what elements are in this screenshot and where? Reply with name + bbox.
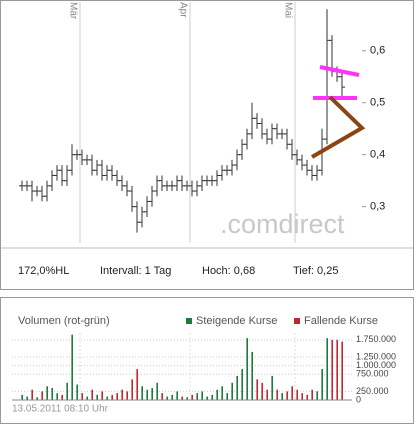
- volume-bar: [86, 396, 88, 400]
- volume-bar: [206, 396, 208, 400]
- volume-bar: [56, 393, 58, 400]
- y-tick-label: 750.000: [356, 369, 389, 379]
- volume-bar: [241, 369, 243, 400]
- volume-bar: [276, 389, 278, 400]
- annotation-line: [319, 65, 360, 77]
- y-tick-label: 0: [356, 394, 361, 404]
- y-tick-label: 250.000: [356, 386, 389, 396]
- volume-bar: [246, 338, 248, 400]
- y-tick-label: 1.750.000: [356, 334, 396, 344]
- x-tick-label: Mai: [282, 2, 293, 18]
- volume-bar: [81, 393, 83, 400]
- volume-bar: [296, 389, 298, 400]
- volume-bar: [111, 394, 113, 400]
- volume-bar: [66, 382, 68, 400]
- volume-bar: [146, 389, 148, 400]
- volume-bar: [161, 393, 163, 400]
- volume-bar: [221, 386, 223, 400]
- volume-bar: [46, 386, 48, 400]
- annotation-zigzag: [310, 95, 366, 159]
- volume-bar: [26, 396, 28, 400]
- y-tick-label: 0,6: [370, 45, 385, 57]
- volume-bar: [301, 393, 303, 400]
- volume-bar: [186, 397, 188, 400]
- volume-bar: [171, 394, 173, 400]
- y-tick-label: 1.000.000: [356, 360, 396, 370]
- volume-bar: [41, 391, 43, 400]
- volume-bar: [286, 391, 288, 400]
- annotations: [310, 65, 366, 159]
- volume-bar: [231, 382, 233, 400]
- legend-label: Steigende Kurse: [196, 315, 277, 327]
- volume-bar: [281, 393, 283, 400]
- volume-bar: [136, 369, 138, 400]
- volume-bar: [271, 375, 273, 400]
- info-interval: Intervall: 1 Tag: [100, 265, 171, 277]
- x-tick-label: Apr: [177, 2, 188, 18]
- y-tick-label: 0,5: [370, 97, 385, 109]
- volume-bar: [91, 389, 93, 400]
- volume-bar: [126, 391, 128, 400]
- volume-bar: [266, 389, 268, 400]
- y-tick-label: 1.250.000: [356, 351, 396, 361]
- volume-bar: [116, 393, 118, 400]
- volume-title: Volumen (rot-grün): [18, 315, 110, 327]
- volume-bar: [306, 394, 308, 400]
- volume-bar: [106, 396, 108, 400]
- watermark: .comdirect: [220, 209, 345, 239]
- volume-bar: [21, 394, 23, 400]
- y-tick-label: 0,3: [370, 201, 385, 213]
- volume-bar: [31, 389, 33, 400]
- info-high: Hoch: 0,68: [202, 265, 255, 277]
- volume-bar: [76, 384, 78, 400]
- volume-bar: [181, 396, 183, 400]
- volume-bar: [316, 391, 318, 400]
- volume-bar: [321, 369, 323, 400]
- volume-bar: [61, 394, 63, 400]
- y-tick-label: 0,4: [370, 149, 385, 161]
- volume-bar: [326, 338, 328, 400]
- volume-bar: [191, 394, 193, 400]
- volume-bar: [336, 339, 338, 400]
- volume-bar: [51, 387, 53, 400]
- volume-bar: [256, 379, 258, 400]
- legend-label: Fallende Kurse: [304, 315, 378, 327]
- volume-bar: [121, 389, 123, 400]
- volume-bar: [36, 397, 38, 400]
- volume-panel: [0, 297, 414, 424]
- volume-bar: [261, 382, 263, 400]
- volume-bar: [151, 387, 153, 400]
- volume-bar: [71, 334, 73, 400]
- volume-bar: [156, 382, 158, 400]
- volume-bar: [131, 379, 133, 400]
- timestamp: 13.05.2011 08:10 Uhr: [12, 404, 109, 415]
- x-tick-label: Mär: [67, 2, 78, 20]
- volume-bar: [96, 394, 98, 400]
- info-range: 172,0%HL: [18, 265, 69, 277]
- volume-bar: [176, 391, 178, 400]
- volume-bar: [166, 396, 168, 400]
- volume-bar: [291, 386, 293, 400]
- volume-bar: [201, 391, 203, 400]
- volume-bar: [341, 341, 343, 400]
- volume-bar: [211, 394, 213, 400]
- volume-bar: [216, 389, 218, 400]
- info-low: Tief: 0,25: [293, 265, 338, 277]
- volume-bar: [226, 393, 228, 400]
- volume-bar: [251, 351, 253, 400]
- price-panel: [0, 0, 414, 290]
- volume-bar: [311, 389, 313, 400]
- volume-bar: [196, 393, 198, 400]
- volume-bar: [101, 391, 103, 400]
- legend-swatch: [186, 318, 192, 324]
- volume-bar: [236, 375, 238, 400]
- legend-swatch: [294, 318, 300, 324]
- volume-bar: [331, 339, 333, 400]
- volume-bar: [141, 386, 143, 400]
